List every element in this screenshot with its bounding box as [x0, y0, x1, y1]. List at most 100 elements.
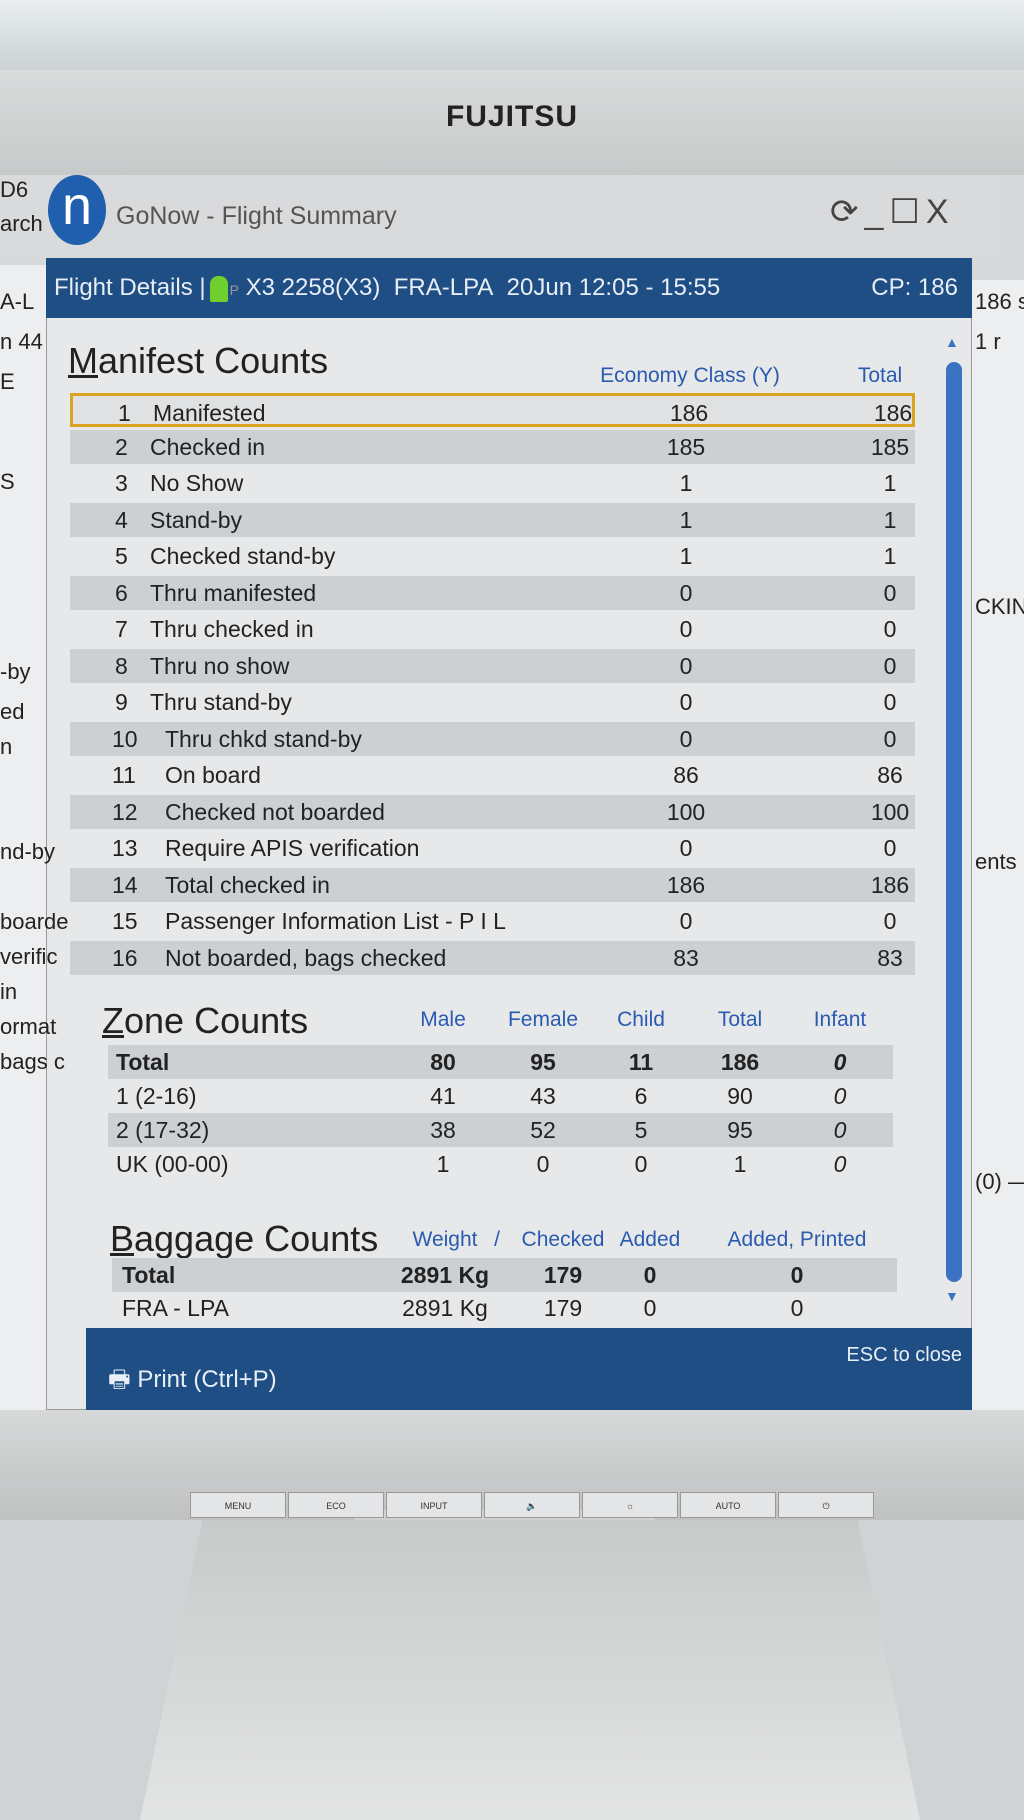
row-number: 3: [115, 470, 128, 496]
total-value: 1: [883, 543, 897, 569]
monitor-button[interactable]: AUTO: [680, 1492, 776, 1518]
zone-row[interactable]: Total 80 95 11 186 0: [108, 1045, 893, 1079]
row-number: 8: [115, 652, 128, 679]
zone-row[interactable]: 2 (17-32) 38 52 5 95 0: [108, 1113, 893, 1147]
total-value: 0: [883, 725, 897, 752]
monitor-button[interactable]: ⏻: [778, 1492, 874, 1518]
background-text: 1 r: [975, 329, 1001, 354]
zone-value: 38: [430, 1117, 456, 1143]
scroll-up-icon[interactable]: ▲: [945, 334, 959, 350]
background-text: n: [0, 734, 13, 759]
background-text: ed: [0, 699, 25, 724]
monitor-brand-logo: FUJITSU: [445, 100, 578, 133]
row-label: Thru no show: [150, 652, 290, 679]
monitor-button[interactable]: MENU: [190, 1492, 286, 1518]
monitor-button[interactable]: INPUT: [386, 1492, 482, 1518]
manifest-row[interactable]: 14 Total checked in 186 186: [70, 867, 915, 902]
manifest-row[interactable]: 13 Require APIS verification 0 0: [70, 831, 915, 865]
total-value: 0: [883, 689, 897, 715]
economy-value: 83: [673, 944, 699, 971]
zone-value: 0: [833, 1151, 847, 1177]
manifest-row[interactable]: 4 Stand-by 1 1: [70, 502, 915, 537]
manifest-row[interactable]: 5 Checked stand-by 1 1: [70, 539, 915, 573]
scrollbar-thumb[interactable]: [946, 362, 962, 1282]
manifest-row[interactable]: 7 Thru checked in 0 0: [70, 612, 915, 646]
zone-value: 52: [530, 1117, 556, 1143]
baggage-col-header: Weight: [412, 1228, 478, 1251]
background-text: ents (: [975, 849, 1024, 874]
window-controls[interactable]: ⟳_☐X: [830, 193, 955, 231]
manifest-row[interactable]: 11 On board 86 86: [70, 758, 915, 792]
background-text: CKIN: [975, 594, 1024, 619]
zone-row[interactable]: 1 (2-16) 41 43 6 90 0: [108, 1079, 893, 1113]
economy-value: 185: [666, 433, 706, 460]
manifest-row[interactable]: 16 Not boarded, bags checked 83 83: [70, 940, 915, 975]
manifest-row[interactable]: 8 Thru no show 0 0: [70, 648, 915, 683]
background-text: in: [0, 979, 18, 1004]
zone-value: 186: [720, 1049, 760, 1075]
zone-value: 41: [430, 1083, 456, 1109]
background-text: -by: [0, 659, 31, 684]
monitor-button[interactable]: ☼: [582, 1492, 678, 1518]
baggage-label: Total: [122, 1262, 176, 1288]
manifest-row[interactable]: 3 No Show 1 1: [70, 466, 915, 500]
background-text: bags c: [0, 1049, 65, 1074]
row-number: 7: [115, 616, 128, 642]
row-number: 1: [118, 400, 131, 426]
pax-suffix: P: [229, 282, 239, 298]
baggage-row[interactable]: Total 2891 Kg 179 0 0: [112, 1258, 897, 1292]
baggage-row[interactable]: FRA - LPA 2891 Kg 179 0 0: [112, 1291, 897, 1325]
row-number: 9: [115, 689, 128, 715]
print-label: Print (Ctrl+P): [137, 1366, 277, 1393]
col-total: Total: [857, 364, 903, 387]
zone-row[interactable]: UK (00-00) 1 0 0 1 0: [108, 1147, 893, 1181]
monitor-button[interactable]: 🔈: [484, 1492, 580, 1518]
manifest-row[interactable]: 15 Passenger Information List - P I L 0 0: [70, 904, 915, 938]
baggage-label: FRA - LPA: [122, 1295, 229, 1321]
scroll-down-icon[interactable]: ▼: [945, 1288, 959, 1304]
total-value: 0: [883, 835, 897, 861]
baggage-value: 0: [643, 1295, 657, 1321]
window-titlebar: [0, 175, 1000, 255]
manifest-row[interactable]: 9 Thru stand-by 0 0: [70, 685, 915, 719]
row-number: 5: [115, 543, 128, 569]
economy-value: 0: [679, 689, 693, 715]
zone-label: 2 (17-32): [116, 1117, 210, 1143]
baggage-title: Baggage Counts: [110, 1218, 379, 1259]
economy-value: 0: [679, 652, 693, 679]
dialog-footer: 🖶 Print (Ctrl+P) ESC to close: [86, 1328, 972, 1410]
row-number: 6: [115, 579, 128, 606]
manifest-row[interactable]: 1 Manifested 186 186: [70, 393, 915, 427]
manifest-row[interactable]: 2 Checked in 185 185: [70, 429, 915, 464]
background-text: (0) —: [975, 1169, 1024, 1194]
total-value: 185: [870, 433, 910, 460]
zone-value: 43: [530, 1083, 556, 1109]
scrollbar[interactable]: ▲ ▼: [942, 330, 964, 1310]
total-value: 186: [870, 871, 910, 898]
zone-value: 95: [727, 1117, 753, 1143]
background-text: nd-by: [0, 839, 56, 864]
manifest-row[interactable]: 6 Thru manifested 0 0: [70, 575, 915, 610]
col-economy: Economy Class (Y): [600, 364, 780, 387]
baggage-value: 2891 Kg: [402, 1295, 488, 1321]
background-text: arch: [0, 211, 43, 236]
background-text: D6: [0, 177, 29, 202]
row-label: Manifested: [153, 400, 266, 426]
zone-label: Total: [116, 1049, 170, 1075]
row-label: Passenger Information List - P I L: [165, 908, 506, 934]
economy-value: 0: [679, 908, 693, 934]
manifest-title: Manifest Counts: [68, 340, 329, 381]
manifest-row[interactable]: 12 Checked not boarded 100 100: [70, 794, 915, 829]
zone-col-header: Total: [717, 1008, 763, 1031]
baggage-value: 2891 Kg: [400, 1262, 490, 1288]
baggage-value: 179: [543, 1262, 583, 1288]
baggage-value: 0: [790, 1295, 804, 1321]
print-button[interactable]: 🖶 Print (Ctrl+P): [108, 1362, 277, 1403]
economy-value: 1: [679, 506, 693, 533]
route: FRA-LPA: [393, 274, 494, 301]
row-label: Checked stand-by: [150, 543, 336, 569]
background-ceiling: [0, 0, 1024, 75]
monitor-button[interactable]: ECO: [288, 1492, 384, 1518]
total-value: 83: [877, 944, 903, 971]
manifest-row[interactable]: 10 Thru chkd stand-by 0 0: [70, 721, 915, 756]
